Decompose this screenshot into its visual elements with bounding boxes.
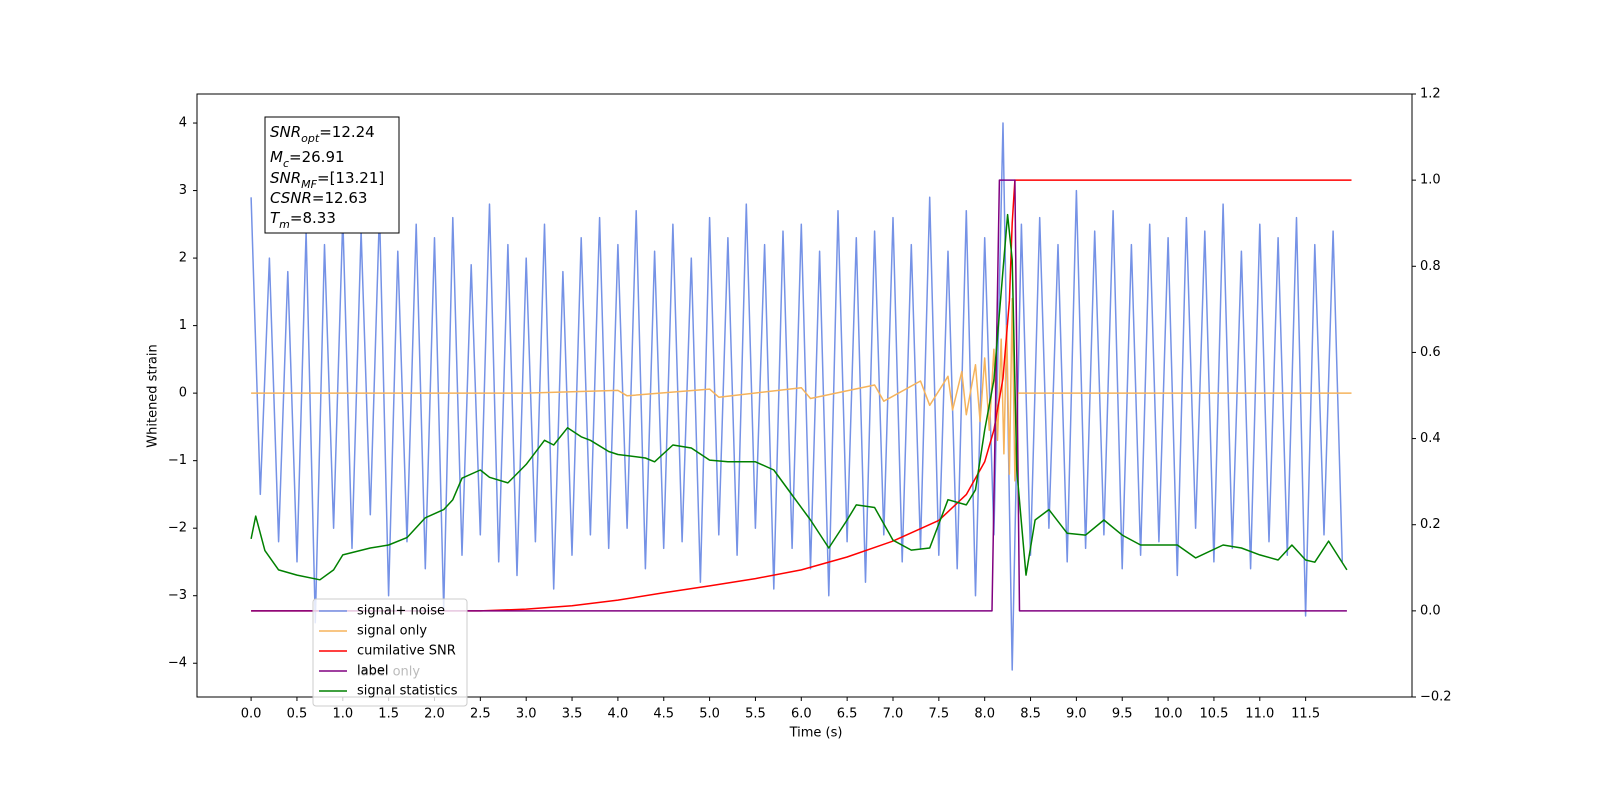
info-value: =8.33 bbox=[290, 209, 336, 227]
y2-tick-label: 0.8 bbox=[1420, 259, 1441, 274]
info-symbol: CSNR bbox=[270, 189, 312, 207]
x-tick-label: 3.0 bbox=[516, 707, 537, 722]
y2-tick-label: 0.4 bbox=[1420, 431, 1441, 446]
info-box bbox=[264, 116, 400, 234]
x-tick-label: 10.0 bbox=[1154, 707, 1183, 722]
x-axis-label: Time (s) bbox=[789, 726, 843, 741]
info-text: SNRMF=[13.21] bbox=[270, 169, 384, 191]
legend-label: signal statistics bbox=[357, 684, 458, 699]
x-tick-label: 2.0 bbox=[424, 707, 445, 722]
info-subscript: c bbox=[283, 157, 289, 170]
x-tick-label: 3.5 bbox=[562, 707, 583, 722]
info-symbol: SNR bbox=[270, 123, 301, 141]
x-tick-label: 9.0 bbox=[1066, 707, 1087, 722]
y-axis-label: Whitened strain bbox=[146, 344, 161, 447]
info-subscript: MF bbox=[301, 178, 317, 191]
legend-label: signal only bbox=[357, 624, 427, 639]
info-text: Tm=8.33 bbox=[270, 209, 336, 231]
series-line bbox=[251, 179, 1347, 612]
plot-frame bbox=[196, 93, 1413, 698]
x-tick-label: 6.5 bbox=[837, 707, 858, 722]
y-tick-label: 4 bbox=[179, 116, 187, 131]
x-tick-label: 4.5 bbox=[653, 707, 674, 722]
x-tick-label: 2.5 bbox=[470, 707, 491, 722]
x-tick-label: 0.5 bbox=[287, 707, 308, 722]
info-symbol: T bbox=[270, 209, 281, 227]
x-tick-label: 1.0 bbox=[332, 707, 353, 722]
y2-tick-label: 0.2 bbox=[1420, 517, 1441, 532]
info-value: =12.63 bbox=[312, 189, 368, 207]
x-tick-label: 1.5 bbox=[378, 707, 399, 722]
info-text: CSNR=12.63 bbox=[270, 189, 367, 207]
series-line bbox=[250, 122, 1344, 671]
info-text: SNRopt=12.24 bbox=[270, 123, 375, 145]
info-text: Mc=26.91 bbox=[270, 148, 345, 170]
x-tick-label: 10.5 bbox=[1199, 707, 1228, 722]
y2-tick-label: 0.0 bbox=[1420, 603, 1441, 618]
legend-label: signal+ noise bbox=[357, 604, 445, 619]
x-tick-label: 11.0 bbox=[1245, 707, 1274, 722]
series-line bbox=[251, 179, 1352, 612]
info-subscript: m bbox=[279, 218, 290, 231]
y-tick-label: 2 bbox=[179, 251, 187, 266]
x-tick-label: 7.0 bbox=[883, 707, 904, 722]
info-symbol: M bbox=[270, 148, 283, 166]
y-tick-label: 3 bbox=[179, 183, 187, 198]
x-tick-label: 6.0 bbox=[791, 707, 812, 722]
series-line bbox=[251, 297, 1352, 482]
annotation: label only bbox=[357, 665, 420, 680]
y-tick-label: −1 bbox=[168, 453, 187, 468]
x-tick-label: 0.0 bbox=[241, 707, 262, 722]
y2-tick-label: −0.2 bbox=[1420, 690, 1452, 705]
y-tick-label: −2 bbox=[168, 521, 187, 536]
x-tick-label: 5.5 bbox=[745, 707, 766, 722]
x-tick-label: 11.5 bbox=[1291, 707, 1320, 722]
info-value: =12.24 bbox=[319, 123, 375, 141]
y-tick-label: −4 bbox=[168, 656, 187, 671]
series-line bbox=[250, 213, 1348, 581]
legend-box bbox=[312, 598, 468, 707]
x-tick-label: 5.0 bbox=[699, 707, 720, 722]
y2-tick-label: 0.6 bbox=[1420, 345, 1441, 360]
x-tick-label: 8.0 bbox=[974, 707, 995, 722]
x-tick-label: 9.5 bbox=[1112, 707, 1133, 722]
y-tick-label: 1 bbox=[179, 318, 187, 333]
info-value: =[13.21] bbox=[317, 169, 384, 187]
y-tick-label: −3 bbox=[168, 588, 187, 603]
x-tick-label: 4.0 bbox=[608, 707, 629, 722]
info-value: =26.91 bbox=[289, 148, 345, 166]
legend-label: cumilative SNR bbox=[357, 644, 456, 659]
info-subscript: opt bbox=[301, 132, 320, 145]
y-tick-label: 0 bbox=[179, 386, 187, 401]
x-tick-label: 7.5 bbox=[928, 707, 949, 722]
y2-tick-label: 1.2 bbox=[1420, 87, 1441, 102]
legend-label: label bbox=[357, 664, 388, 679]
x-tick-label: 8.5 bbox=[1020, 707, 1041, 722]
y2-tick-label: 1.0 bbox=[1420, 173, 1441, 188]
info-symbol: SNR bbox=[270, 169, 301, 187]
